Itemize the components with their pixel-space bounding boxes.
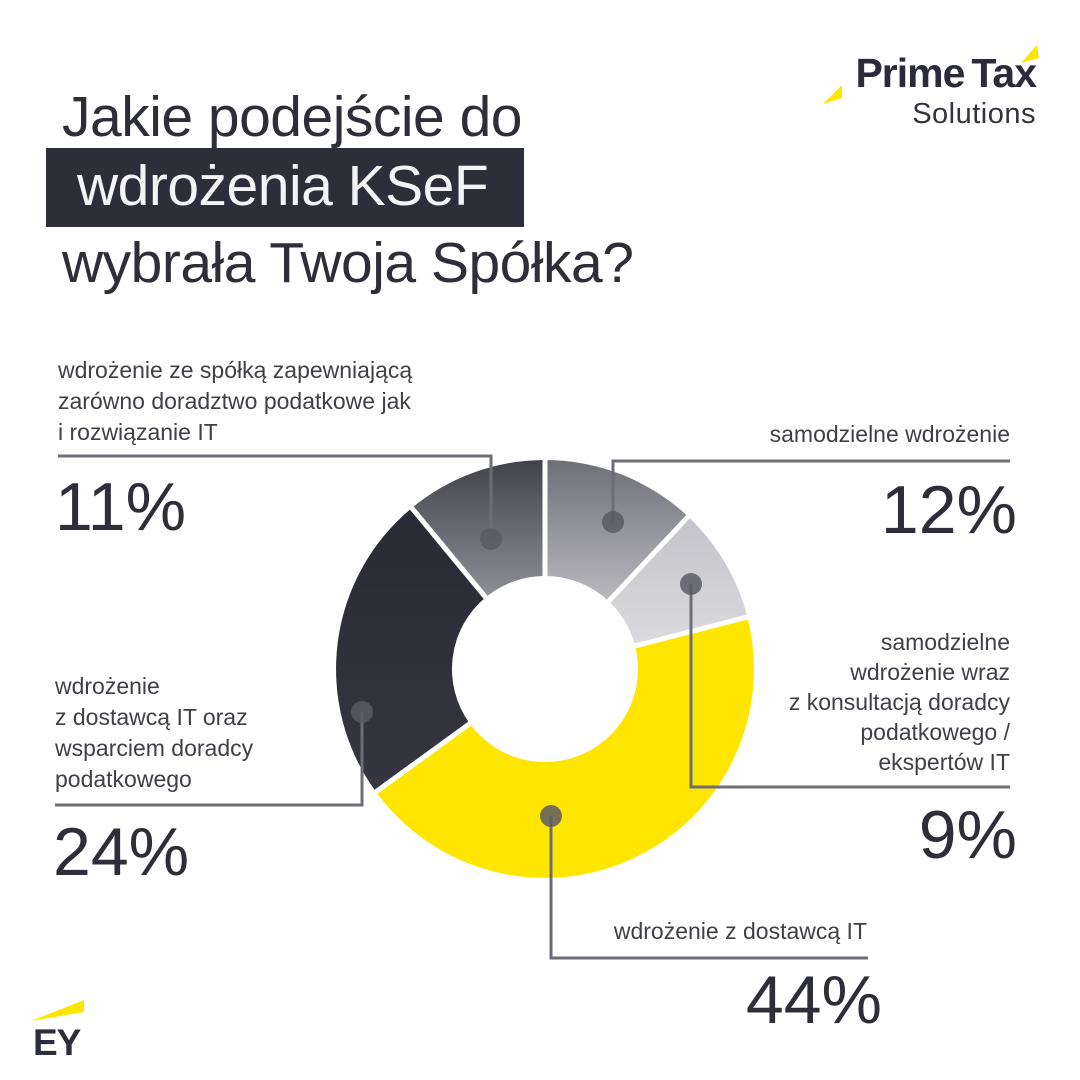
segment-gap-1 xyxy=(602,513,692,608)
segment-gap-3 xyxy=(372,718,477,796)
primetax-beam-top-icon xyxy=(1021,45,1039,63)
donut-segment-dostawca-it-i-doradca xyxy=(336,508,486,792)
page-title-line-1: Jakie podejście do xyxy=(62,85,522,149)
ey-beam-icon xyxy=(31,1000,84,1021)
donut-segment-samodzielne-z-konsultacja xyxy=(608,516,748,646)
connector-line-wdrozenie-z-dostawca-it xyxy=(549,816,868,960)
primetax-logo-prime: Prime xyxy=(855,50,965,96)
connector-dot-spolka-doradztwo-i-it xyxy=(480,528,502,550)
connector-dot-samodzielne-wdrozenie xyxy=(602,511,624,533)
primetax-logo-tax: Tax xyxy=(971,50,1037,96)
connector-line-dostawca-it-i-doradca xyxy=(55,712,364,807)
segment-value-dostawca-it-i-doradca: 24% xyxy=(53,814,190,890)
primetax-logo-subtitle: Solutions xyxy=(912,98,1036,130)
segment-gap-4 xyxy=(408,504,492,604)
donut-segment-spolka-doradztwo-i-it xyxy=(411,460,545,598)
donut-segment-wdrozenie-z-dostawca-it xyxy=(375,617,754,878)
segment-label-samodzielne-wdrozenie: samodzielne wdrożenie xyxy=(769,421,1010,447)
segment-label-spolka-doradztwo-i-it: wdrożenie ze spółką zapewniającą zarówno… xyxy=(58,357,413,445)
primetax-logo: Prime Tax Solutions xyxy=(855,50,1037,131)
primetax-logo-text: Prime Tax xyxy=(855,50,1037,97)
connector-dot-dostawca-it-i-doradca xyxy=(351,701,373,723)
segment-value-spolka-doradztwo-i-it: 11% xyxy=(55,469,187,545)
segment-value-samodzielne-wdrozenie: 12% xyxy=(880,472,1017,548)
page-title-line-3: wybrała Twoja Spółka? xyxy=(62,231,634,295)
connector-line-samodzielne-z-konsultacja xyxy=(689,584,1010,789)
primetax-beam-bottom-icon xyxy=(823,85,842,104)
ey-logo: EY xyxy=(33,1022,81,1063)
connector-line-samodzielne-wdrozenie xyxy=(611,459,1010,522)
page-title-highlight: wdrożenia KSeF xyxy=(46,148,525,227)
segment-label-wdrozenie-z-dostawca-it: wdrożenie z dostawcą IT xyxy=(613,918,867,944)
segment-label-samodzielne-z-konsultacja: samodzielne wdrożenie wraz z konsultacją… xyxy=(788,629,1010,775)
connector-dot-wdrozenie-z-dostawca-it xyxy=(540,805,562,827)
connector-line-spolka-doradztwo-i-it xyxy=(58,454,493,539)
segment-value-samodzielne-z-konsultacja: 9% xyxy=(918,797,1017,873)
segment-label-dostawca-it-i-doradca: wdrożenie z dostawcą IT oraz wsparciem d… xyxy=(55,673,254,792)
segment-value-wdrozenie-z-dostawca-it: 44% xyxy=(745,962,882,1038)
segment-gap-2 xyxy=(628,614,751,650)
connector-dot-samodzielne-z-konsultacja xyxy=(680,573,702,595)
